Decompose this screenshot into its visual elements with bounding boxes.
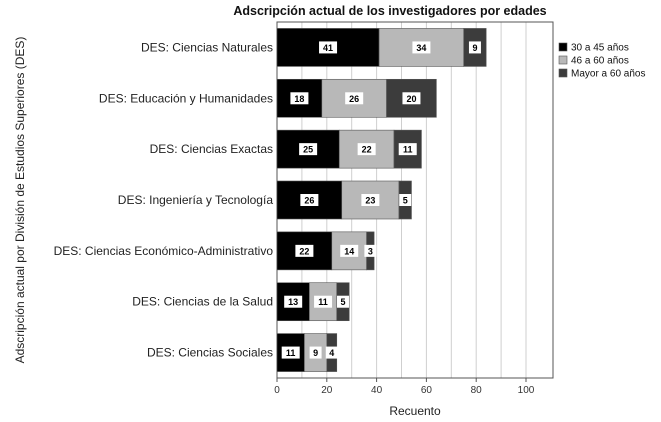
data-label: 4 <box>329 348 334 358</box>
data-label-box <box>290 92 309 105</box>
data-label: 34 <box>416 43 426 53</box>
x-tick-label: 100 <box>518 385 535 396</box>
legend-swatch <box>558 55 568 65</box>
data-label-box <box>357 143 376 156</box>
data-label-box <box>325 346 338 359</box>
data-label: 13 <box>288 297 298 307</box>
data-label: 11 <box>403 145 413 155</box>
data-label: 20 <box>406 94 416 104</box>
category-labels: DES: Ciencias Naturales DES: Educación y … <box>54 40 274 359</box>
data-label: 5 <box>340 297 345 307</box>
x-axis-title: Recuento <box>389 404 441 418</box>
category-label: DES: Ciencias Económico-Administrativo <box>54 244 274 258</box>
legend-label: 30 a 45 años <box>571 43 629 54</box>
data-label: 14 <box>344 246 354 256</box>
data-label-box <box>319 41 338 54</box>
data-label: 26 <box>304 196 314 206</box>
data-label-box <box>314 295 333 308</box>
data-label: 22 <box>299 246 309 256</box>
legend: 30 a 45 años 46 a 60 años Mayor a 60 años <box>558 42 646 80</box>
data-label: 26 <box>349 94 359 104</box>
data-label-box <box>295 244 314 257</box>
data-label: 9 <box>313 348 318 358</box>
x-tick-label: 80 <box>471 385 483 396</box>
x-tick-labels: 0 20 40 60 80 100 <box>274 378 535 396</box>
x-tick-label: 40 <box>371 385 383 396</box>
data-label: 5 <box>403 196 408 206</box>
data-label: 11 <box>286 348 296 358</box>
data-label: 41 <box>323 43 333 53</box>
data-label-box <box>340 244 359 257</box>
data-label-box <box>398 143 417 156</box>
category-label: DES: Ciencias Naturales <box>141 40 273 54</box>
data-label-box <box>361 194 380 206</box>
x-tick-label: 0 <box>274 385 280 396</box>
data-label-box <box>468 41 481 54</box>
data-label-box <box>336 295 349 308</box>
data-label-box <box>309 346 322 359</box>
data-label-box <box>399 194 412 206</box>
data-label: 11 <box>318 297 328 307</box>
legend-label: 46 a 60 años <box>571 56 629 67</box>
legend-label: Mayor a 60 años <box>571 69 646 80</box>
y-axis-title: Adscripción actual por División de Estud… <box>13 37 27 364</box>
category-label: DES: Ciencias Exactas <box>150 142 273 156</box>
chart-title: Adscripción actual de los investigadores… <box>233 4 547 18</box>
legend-swatch <box>558 42 568 52</box>
data-label: 3 <box>368 246 373 256</box>
category-label: DES: Ciencias de la Salud <box>132 295 273 309</box>
category-label: DES: Ingeniería y Tecnología <box>118 193 274 207</box>
legend-swatch <box>558 68 568 78</box>
data-label-box <box>345 92 364 105</box>
bars: 41 34 9 18 26 20 25 22 11 26 23 5 22 14 3 13 11 5 11 9 4 <box>276 28 487 372</box>
data-label-box <box>284 295 303 308</box>
data-label: 9 <box>472 43 477 53</box>
data-label-box <box>281 346 300 359</box>
category-label: DES: Educación y Humanidades <box>99 91 273 105</box>
data-label: 25 <box>303 145 313 155</box>
x-tick-label: 20 <box>321 385 333 396</box>
data-label: 23 <box>365 196 375 206</box>
data-label: 18 <box>294 94 304 104</box>
category-label: DES: Ciencias Sociales <box>147 346 273 360</box>
data-label-box <box>364 244 377 257</box>
data-label: 22 <box>362 145 372 155</box>
data-label-box <box>300 194 319 206</box>
x-tick-label: 60 <box>421 385 433 396</box>
data-label-box <box>402 92 421 105</box>
data-label-box <box>412 41 431 54</box>
data-label-box <box>299 143 318 156</box>
